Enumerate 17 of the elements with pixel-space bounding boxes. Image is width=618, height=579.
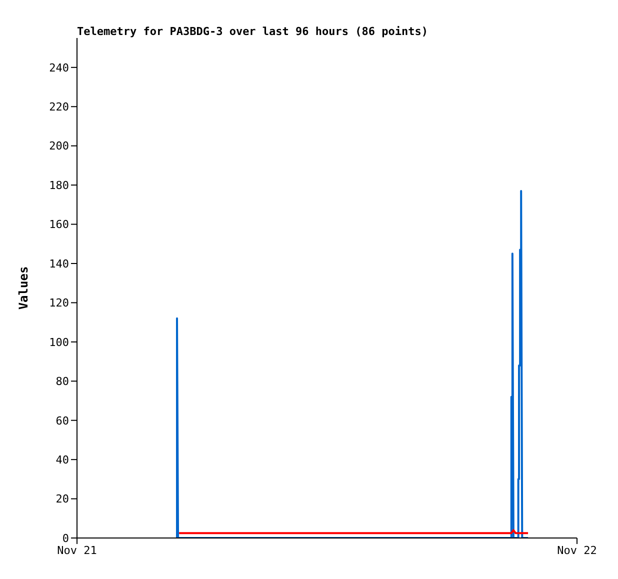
y-tick-label: 160 (49, 218, 69, 232)
y-tick-label: 120 (49, 296, 69, 310)
y-tick-label: 140 (49, 257, 69, 270)
chart-title: Telemetry for PA3BDG-3 over last 96 hours (86 points) (77, 25, 428, 38)
x-tick-label: Nov 22 (557, 544, 597, 557)
y-tick-label: 200 (49, 140, 69, 153)
y-axis-title: Values (16, 266, 30, 310)
y-tick-label: 220 (49, 100, 69, 114)
y-tick-label: 100 (49, 336, 69, 349)
x-tick-label: Nov 21 (57, 544, 97, 557)
y-tick-label: 40 (56, 453, 69, 466)
y-tick-label: 20 (56, 492, 69, 506)
y-tick-label: 80 (56, 375, 69, 388)
y-tick-label: 180 (49, 178, 69, 192)
y-tick-label: 240 (49, 61, 69, 74)
y-tick-label: 60 (56, 414, 69, 428)
y-tick-label: 0 (62, 532, 69, 545)
